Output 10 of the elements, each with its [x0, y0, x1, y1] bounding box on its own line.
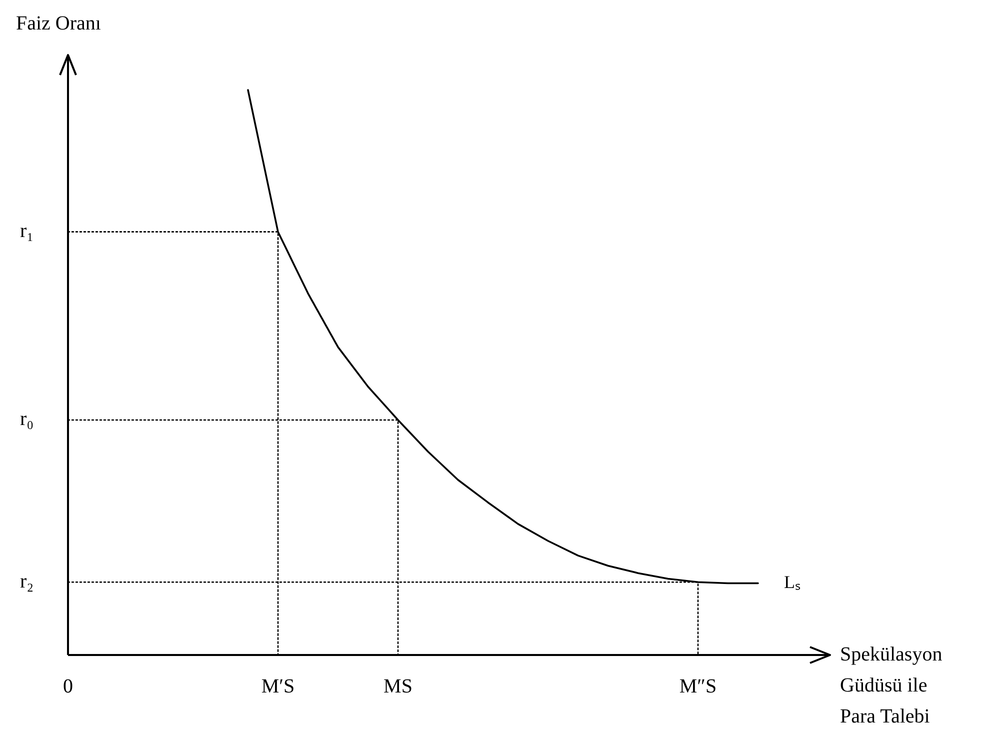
x-axis-title: Spekülasyon Güdüsü ile Para Talebi [840, 643, 942, 728]
series-label: Lₛ [784, 572, 801, 592]
x-tick-label: MS [384, 675, 412, 698]
annotation: r₂ [20, 570, 34, 592]
annotation: r₀ [20, 408, 34, 430]
y-axis-title: Faiz Oranı [16, 12, 102, 34]
x-tick-label: 0 [63, 675, 73, 698]
x-tick-label: M′S [261, 675, 295, 698]
annotation: r₁ [20, 220, 34, 242]
x-tick-label: M″S [679, 675, 717, 698]
